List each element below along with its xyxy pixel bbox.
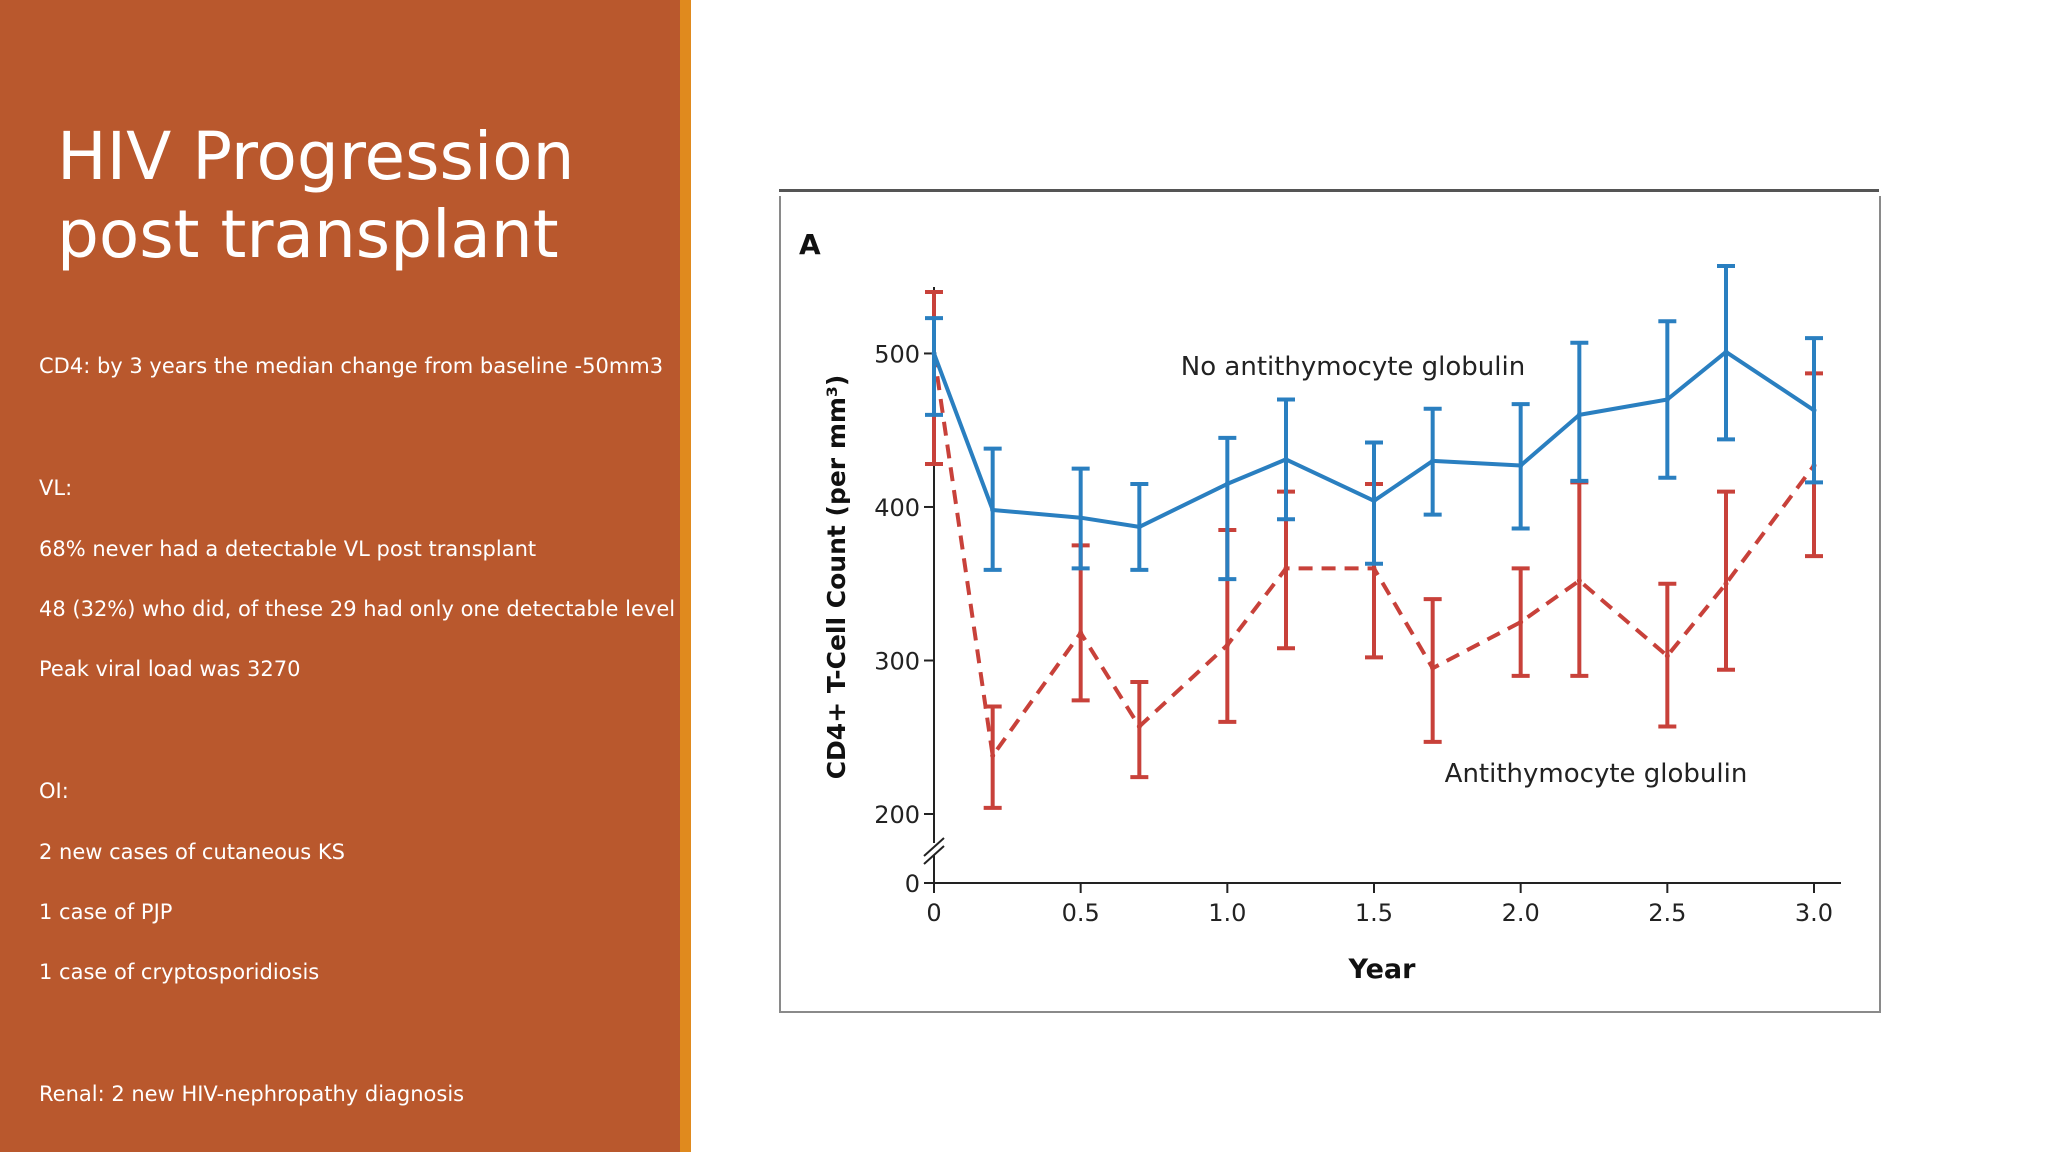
series-label-atg: Antithymocyte globulin bbox=[1445, 759, 1748, 789]
cd4-chart: A 200 300 400 500 00 0.5 1.0 1.5 2.0 2.5 3.0 Year CD4… bbox=[799, 228, 1841, 985]
data-point-atg bbox=[1283, 565, 1289, 571]
data-point-atg bbox=[1723, 581, 1729, 587]
data-point-no-atg bbox=[1723, 349, 1729, 355]
bullet-vl-heading: VL: bbox=[39, 476, 73, 500]
x-tick-label: 0.5 bbox=[1062, 899, 1100, 927]
bullet-vl-detectable: 48 (32%) who did, of these 29 had only o… bbox=[39, 597, 676, 621]
data-point-no-atg bbox=[1283, 456, 1289, 462]
axis-break-mark bbox=[923, 837, 945, 857]
slide-title-line-1: HIV Progression bbox=[57, 118, 575, 195]
bullet-peak-viral-load: Peak viral load was 3270 bbox=[39, 657, 301, 681]
data-point-atg bbox=[990, 753, 996, 759]
x-tick-label: 3.0 bbox=[1795, 899, 1833, 927]
data-point-no-atg bbox=[1576, 412, 1582, 418]
error-bar-atg bbox=[1717, 489, 1735, 672]
axis-break-mark bbox=[923, 845, 945, 865]
series-label-no-atg: No antithymocyte globulin bbox=[1181, 352, 1525, 382]
data-point-no-atg bbox=[1664, 397, 1670, 403]
bullet-oi-ks: 2 new cases of cutaneous KS bbox=[39, 840, 345, 864]
data-point-atg bbox=[1430, 665, 1436, 671]
x-tick-label: 0 bbox=[926, 899, 941, 927]
data-point-atg bbox=[1518, 619, 1524, 625]
data-point-no-atg bbox=[1224, 481, 1230, 487]
y-tick-label: 400 bbox=[874, 494, 920, 522]
y-tick-label: 300 bbox=[874, 647, 920, 675]
bullet-oi-heading: OI: bbox=[39, 779, 69, 803]
x-tick-label: 1.0 bbox=[1208, 899, 1246, 927]
data-point-atg bbox=[1576, 578, 1582, 584]
bullet-oi-cryptosporidiosis: 1 case of cryptosporidiosis bbox=[39, 960, 320, 984]
x-tick-label: 2.0 bbox=[1502, 899, 1540, 927]
data-point-atg bbox=[1664, 653, 1670, 659]
error-bar-no-atg bbox=[1570, 340, 1589, 483]
bullet-oi-pjp: 1 case of PJP bbox=[39, 900, 173, 924]
panel-label: A bbox=[799, 228, 821, 261]
data-point-atg bbox=[1371, 565, 1377, 571]
title-panel bbox=[0, 0, 680, 1152]
error-bar-no-atg bbox=[1218, 435, 1237, 582]
data-point-atg bbox=[1224, 642, 1230, 648]
accent-bar bbox=[680, 0, 691, 1152]
y-tick-label: 200 bbox=[874, 801, 920, 829]
bullet-vl-never-detectable: 68% never had a detectable VL post trans… bbox=[39, 537, 537, 561]
data-point-atg bbox=[1136, 723, 1142, 729]
data-point-no-atg bbox=[931, 350, 937, 356]
data-point-no-atg bbox=[1078, 515, 1084, 521]
slide-title: HIV Progression post transplant bbox=[57, 118, 657, 274]
figure-frame bbox=[779, 196, 1881, 1013]
y-tick-label: 0 bbox=[905, 870, 920, 898]
error-bar-atg bbox=[1130, 679, 1149, 780]
data-point-no-atg bbox=[1811, 407, 1817, 413]
figure-top-rule bbox=[779, 189, 1879, 192]
data-point-atg bbox=[1078, 630, 1084, 636]
data-point-no-atg bbox=[1430, 458, 1436, 464]
slide-title-line-2: post transplant bbox=[57, 196, 559, 273]
data-point-no-atg bbox=[990, 507, 996, 513]
data-point-no-atg bbox=[1518, 463, 1524, 469]
y-axis-title: CD4+ T-Cell Count (per mm³) bbox=[822, 375, 851, 780]
x-tick-label: 2.5 bbox=[1648, 899, 1686, 927]
x-axis-title: Year bbox=[1348, 954, 1417, 985]
x-tick-label: 1.5 bbox=[1355, 899, 1393, 927]
bullet-cd4: CD4: by 3 years the median change from b… bbox=[39, 354, 664, 378]
data-point-no-atg bbox=[1136, 524, 1142, 530]
data-point-no-atg bbox=[1371, 498, 1377, 504]
bullet-renal: Renal: 2 new HIV-nephropathy diagnosis bbox=[39, 1082, 465, 1106]
error-bar-no-atg bbox=[925, 316, 943, 417]
y-tick-label: 500 bbox=[874, 340, 920, 368]
